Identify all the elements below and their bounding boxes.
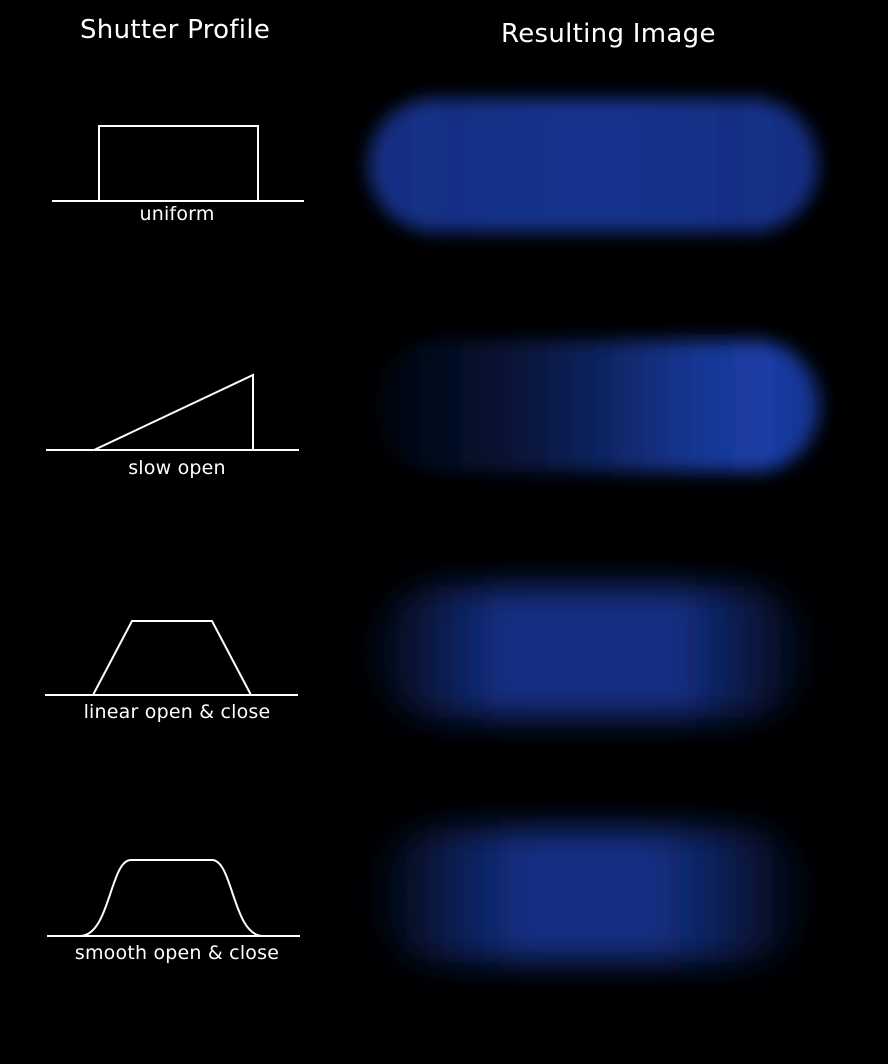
profile-label-linear: linear open & close [83,701,271,723]
result-linear [372,586,808,718]
slow-open-curve [93,373,254,451]
profile-label-smooth: smooth open & close [74,942,280,964]
uniform-curve [98,125,259,201]
result-slow-open [372,340,820,472]
profile-uniform-diagram [45,125,304,937]
result-uniform [368,98,818,232]
profile-label-slow-open: slow open [128,457,226,479]
linear-curve [92,620,252,696]
shutter-profile-title: Shutter Profile [80,15,271,45]
resulting-image-title: Resulting Image [501,19,716,49]
smooth-curve [79,859,264,937]
result-smooth [372,828,808,962]
profile-label-uniform: uniform [139,203,215,225]
resulting-images [368,98,820,962]
